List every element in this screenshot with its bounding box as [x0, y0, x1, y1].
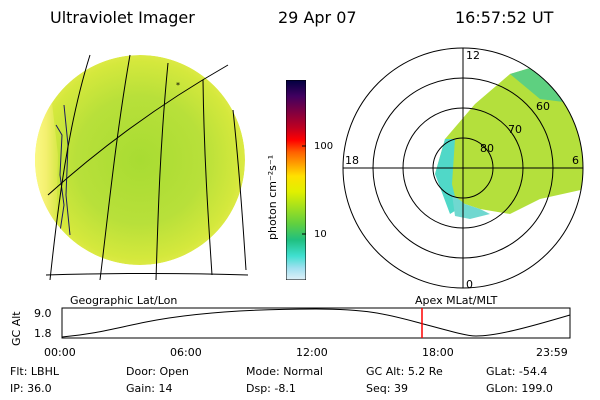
polar-label-12: 12 [466, 49, 480, 62]
earth-image[interactable]: * [28, 45, 258, 285]
status-dsp: Dsp: -8.1 [246, 382, 296, 395]
status-seq-value: 39 [393, 382, 408, 395]
status-gc-alt-value: 5.2 Re [407, 365, 443, 378]
date-label: 29 Apr 07 [278, 8, 357, 27]
timeline-ytick-9: 9.0 [34, 307, 52, 320]
timeline-right-caption: Apex MLat/MLT [415, 294, 498, 307]
timeline-xtick-0000: 00:00 [44, 346, 76, 359]
status-gain-value: 14 [158, 382, 173, 395]
status-flt-value: LBHL [30, 365, 59, 378]
time-label: 16:57:52 UT [455, 8, 554, 27]
timeline-xtick-2359: 23:59 [536, 346, 568, 359]
colorbar [286, 80, 306, 280]
timeline-y-label: GC Alt [10, 311, 23, 346]
status-glon-value: 199.0 [521, 382, 553, 395]
status-ip-value: 36.0 [27, 382, 52, 395]
polar-label-0: 0 [466, 278, 473, 291]
status-glat: GLat: -54.4 [486, 365, 548, 378]
status-glat-value: -54.4 [518, 365, 548, 378]
polar-lat-80: 80 [480, 142, 494, 155]
polar-label-6: 6 [572, 154, 579, 167]
status-gc-alt: GC Alt: 5.2 Re [366, 365, 443, 378]
timeline-ytick-1-8: 1.8 [34, 327, 52, 340]
status-glon: GLon: 199.0 [486, 382, 553, 395]
polar-lat-60: 60 [536, 100, 550, 113]
status-mode-value: Normal [283, 365, 323, 378]
svg-text:*: * [176, 81, 180, 90]
timeline-xtick-1800: 18:00 [422, 346, 454, 359]
polar-plot[interactable]: 12 18 6 0 80 70 60 [340, 44, 585, 292]
timeline-xtick-0600: 06:00 [170, 346, 202, 359]
status-gain: Gain: 14 [126, 382, 173, 395]
colorbar-unit-label: photon cm⁻²s⁻¹ [266, 154, 279, 240]
colorbar-tick-10: 10 [314, 229, 327, 240]
timeline-xtick-1200: 12:00 [296, 346, 328, 359]
altitude-timeline[interactable] [56, 306, 576, 342]
status-flt: Flt: LBHL [10, 365, 59, 378]
status-mode: Mode: Normal [246, 365, 323, 378]
colorbar-tick-100: 100 [314, 141, 334, 152]
status-dsp-value: -8.1 [274, 382, 296, 395]
timeline-left-caption: Geographic Lat/Lon [70, 294, 178, 307]
status-door: Door: Open [126, 365, 189, 378]
app-title: Ultraviolet Imager [50, 8, 195, 27]
status-seq: Seq: 39 [366, 382, 408, 395]
polar-lat-70: 70 [508, 123, 522, 136]
status-door-value: Open [159, 365, 189, 378]
polar-label-18: 18 [345, 154, 359, 167]
status-ip: IP: 36.0 [10, 382, 52, 395]
